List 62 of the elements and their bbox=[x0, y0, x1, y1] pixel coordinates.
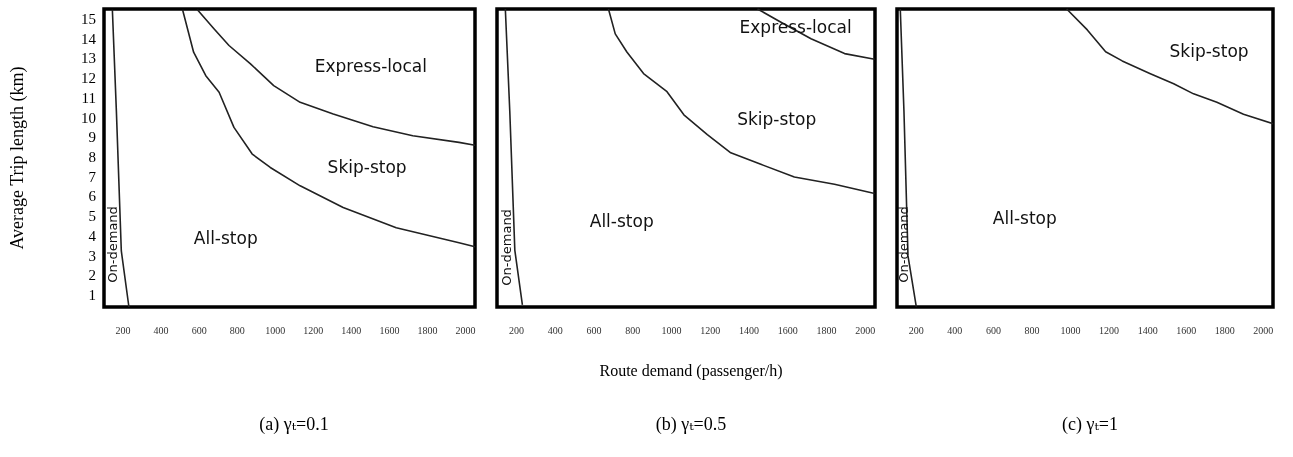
line-series bbox=[196, 8, 476, 146]
y-tick-label: 6 bbox=[88, 188, 97, 205]
x-tick-label: 1800 bbox=[816, 324, 837, 336]
x-tick-label: 1000 bbox=[661, 324, 682, 336]
y-tick-label: 12 bbox=[81, 70, 96, 87]
x-tick-label: 1600 bbox=[379, 324, 400, 336]
annotation: All-stop bbox=[193, 228, 258, 249]
y-tick-label: 9 bbox=[88, 129, 96, 146]
y-axis-title: Average Trip length (km) bbox=[7, 66, 28, 250]
x-tick-label: 2000 bbox=[455, 324, 476, 336]
x-tick-label: 200 bbox=[115, 324, 131, 336]
annotation: On-demand bbox=[104, 206, 120, 283]
x-tick-label: 400 bbox=[153, 324, 169, 336]
x-tick-label: 800 bbox=[1024, 324, 1040, 336]
y-tick-label: 7 bbox=[88, 168, 97, 185]
y-tick-label: 1 bbox=[88, 287, 96, 304]
x-tick-label: 800 bbox=[625, 324, 641, 336]
y-tick-label: 8 bbox=[88, 149, 96, 166]
y-tick-label: 15 bbox=[81, 10, 96, 27]
annotation: Skip-stop bbox=[1169, 40, 1249, 61]
x-tick-label: 1200 bbox=[700, 324, 721, 336]
annotation: Express-local bbox=[314, 55, 427, 76]
annotation: On-demand bbox=[896, 206, 912, 283]
x-axis-title: Route demand (passenger/h) bbox=[599, 361, 783, 380]
annotation: Skip-stop bbox=[737, 109, 817, 130]
y-tick-label: 3 bbox=[88, 247, 96, 264]
x-tick-label: 600 bbox=[985, 324, 1001, 336]
x-tick-label: 1600 bbox=[1176, 324, 1197, 336]
annotation: All-stop bbox=[992, 207, 1057, 228]
x-tick-label: 200 bbox=[908, 324, 924, 336]
y-tick-label: 4 bbox=[88, 227, 97, 244]
text: (a) γₜ=0.1 bbox=[259, 414, 329, 435]
x-tick-label: 1800 bbox=[417, 324, 438, 336]
x-tick-label: 1600 bbox=[777, 324, 798, 336]
y-tick-label: 5 bbox=[88, 208, 96, 225]
x-tick-label: 1000 bbox=[265, 324, 286, 336]
y-tick-label: 14 bbox=[81, 30, 97, 47]
y-tick-label: 10 bbox=[81, 109, 96, 126]
x-tick-label: 600 bbox=[586, 324, 602, 336]
x-tick-label: 1800 bbox=[1214, 324, 1235, 336]
x-tick-label: 2000 bbox=[1253, 324, 1274, 336]
y-tick-label: 2 bbox=[88, 267, 96, 284]
x-tick-label: 1400 bbox=[739, 324, 759, 336]
y-tick-label: 11 bbox=[81, 89, 96, 106]
x-tick-label: 1400 bbox=[1137, 324, 1158, 336]
x-tick-label: 1000 bbox=[1060, 324, 1081, 336]
x-tick-label: 2000 bbox=[855, 324, 876, 336]
line-series bbox=[181, 8, 476, 248]
x-tick-label: 1200 bbox=[303, 324, 324, 336]
x-tick-label: 400 bbox=[547, 324, 563, 336]
x-tick-label: 1200 bbox=[1099, 324, 1120, 336]
x-tick-label: 200 bbox=[508, 324, 524, 336]
x-tick-label: 600 bbox=[191, 324, 207, 336]
annotation: Skip-stop bbox=[327, 156, 407, 177]
annotation: On-demand bbox=[498, 209, 514, 286]
x-tick-label: 400 bbox=[947, 324, 963, 336]
x-tick-label: 1400 bbox=[341, 324, 362, 336]
y-tick-label: 13 bbox=[81, 50, 96, 67]
text: (c) γₜ=1 bbox=[1061, 414, 1119, 435]
text: (b) γₜ=0.5 bbox=[655, 414, 727, 435]
x-tick-label: 800 bbox=[229, 324, 245, 336]
annotation: All-stop bbox=[589, 210, 654, 231]
